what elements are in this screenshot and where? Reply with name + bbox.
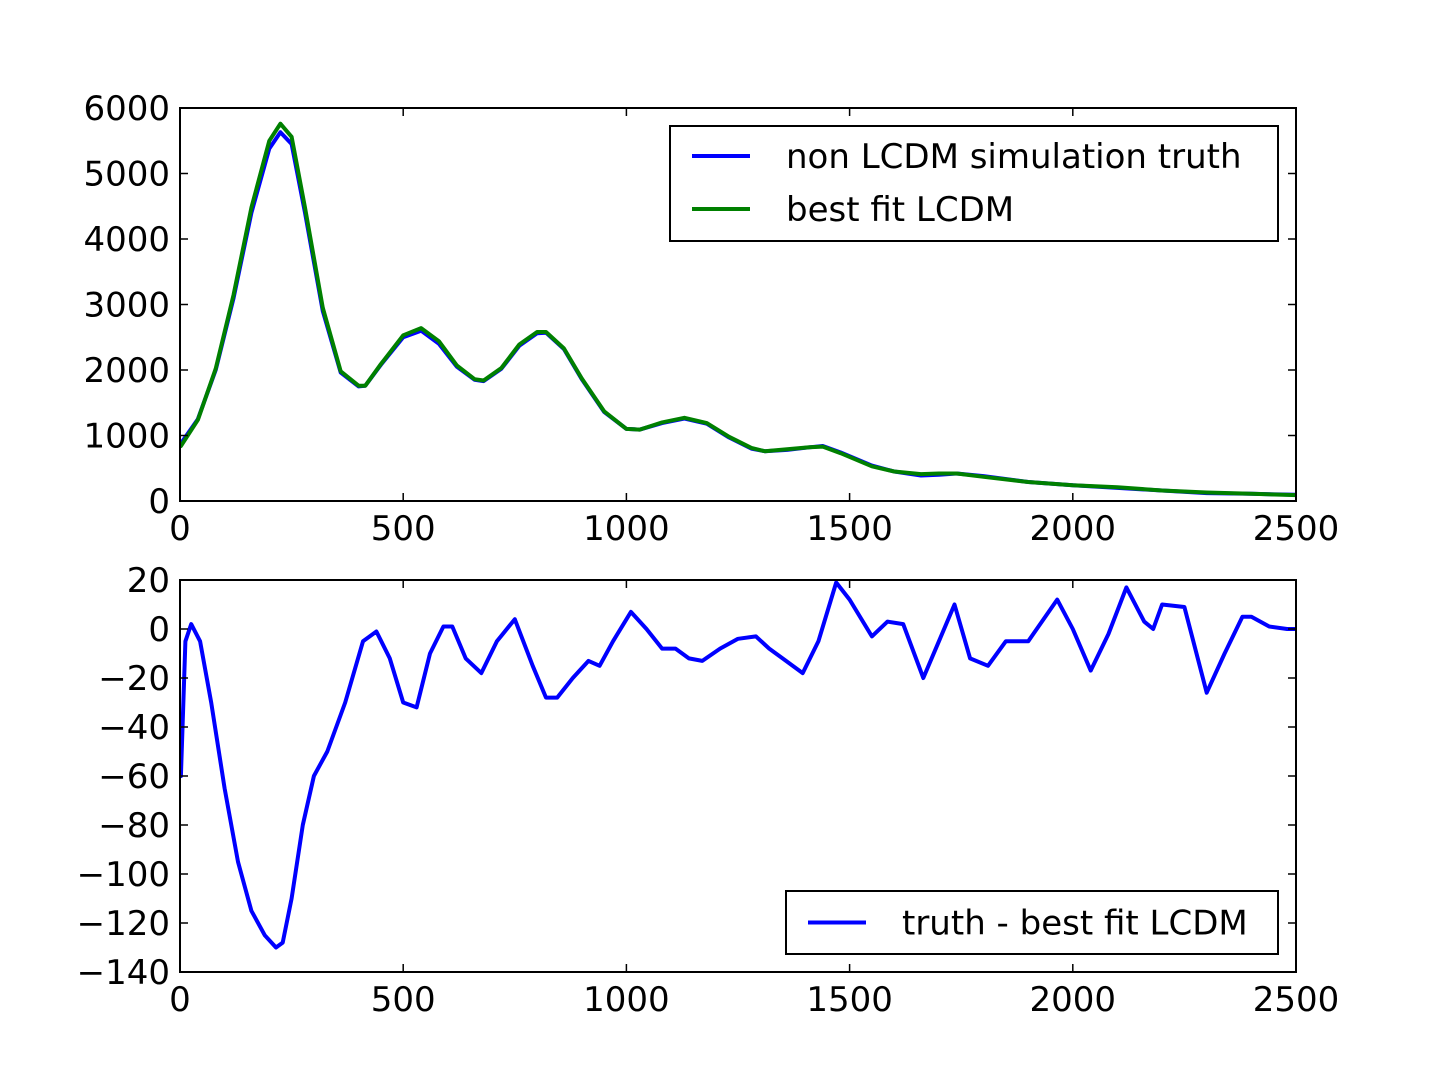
x-tick-label-1-3: 1500 [806,980,893,1020]
x-tick-label-1-1: 500 [371,980,436,1020]
x-tick-label-0-5: 2500 [1253,509,1340,549]
x-tick-label-1-0: 0 [169,980,191,1020]
x-tick-label-1-2: 1000 [583,980,670,1020]
y-tick-label-0-5: 5000 [83,155,170,195]
legend-label-0-1: best fit LCDM [786,190,1014,230]
y-tick-label-1-2: −20 [98,659,170,699]
legend-box-0 [669,125,1279,242]
legend-box-1 [785,890,1279,955]
y-tick-label-0-2: 2000 [83,351,170,391]
y-tick-label-0-6: 6000 [83,89,170,129]
y-tick-label-0-0: 0 [148,482,170,522]
y-tick-label-1-6: −100 [77,855,170,895]
legend-label-1-0: truth - best fit LCDM [902,904,1248,944]
series-line-0-1 [180,121,1296,498]
y-tick-label-1-3: −40 [98,708,170,748]
y-tick-label-0-1: 1000 [83,417,170,457]
y-tick-label-1-5: −80 [98,806,170,846]
y-tick-label-0-4: 4000 [83,220,170,260]
y-tick-label-1-7: −120 [77,904,170,944]
y-tick-label-0-3: 3000 [83,286,170,326]
x-tick-label-1-4: 2000 [1030,980,1117,1020]
x-tick-label-0-0: 0 [169,509,191,549]
y-tick-label-1-0: 20 [127,561,170,601]
y-tick-label-1-8: −140 [77,953,170,993]
y-tick-label-1-4: −60 [98,757,170,797]
x-tick-label-0-4: 2000 [1030,509,1117,549]
y-tick-label-1-1: 0 [148,610,170,650]
x-tick-label-0-1: 500 [371,509,436,549]
series-line-1-0 [180,580,1296,950]
x-tick-label-0-2: 1000 [583,509,670,549]
x-tick-label-1-5: 2500 [1253,980,1340,1020]
x-tick-label-0-3: 1500 [806,509,893,549]
legend-label-0-0: non LCDM simulation truth [786,137,1242,177]
